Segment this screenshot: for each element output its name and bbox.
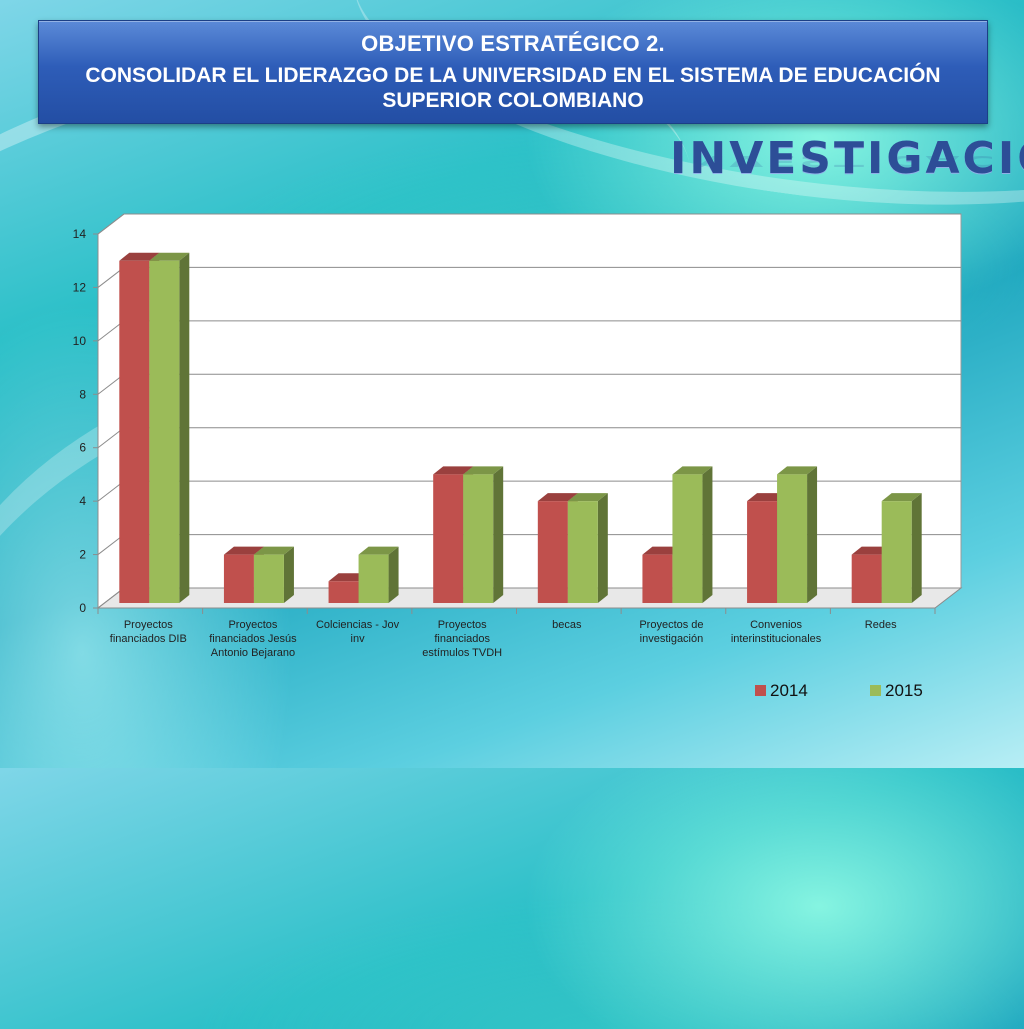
- x-tick-label: Convenios: [750, 619, 802, 631]
- bar-2015-face: [672, 466, 713, 475]
- bar-2015-face: [881, 501, 912, 603]
- bar-2015-face: [567, 501, 598, 603]
- bar-2015-face: [672, 474, 703, 603]
- bar-2014-face: [433, 466, 474, 475]
- bar-2015-face: [463, 474, 494, 603]
- x-tick-label: Proyectos: [228, 619, 277, 631]
- legend-label-2015: 2015: [885, 681, 923, 700]
- bar-2014-face: [119, 260, 150, 603]
- x-tick-label: financiados DIB: [110, 633, 187, 645]
- bar-2015-face: [567, 493, 608, 502]
- banner-heading: OBJETIVO ESTRATÉGICO 2.: [361, 31, 665, 56]
- x-tick-label: investigación: [640, 633, 704, 645]
- x-tick-label: Colciencias - Jov: [316, 619, 400, 631]
- legend-swatch-2014: [755, 685, 766, 696]
- bar-2015-face: [702, 466, 713, 603]
- bar-2015: [358, 546, 399, 603]
- section-title: INVESTIGACIÓN: [670, 133, 1024, 184]
- bar-chart: 0 2 4 6 8 10 12 14 Proyectos financiados DIB Proye…: [73, 213, 963, 700]
- y-tick-label: 8: [79, 387, 86, 401]
- bar-2015: [672, 466, 713, 603]
- bar-2014-face: [433, 474, 464, 603]
- bar-2015-face: [493, 466, 504, 603]
- bar-2014-face: [747, 501, 778, 603]
- bar-2015-face: [149, 252, 190, 261]
- x-tick-label: estímulos TVDH: [422, 647, 502, 659]
- bar-2015-face: [597, 493, 608, 603]
- bar-2015-face: [283, 546, 294, 603]
- y-tick-label: 0: [79, 601, 86, 615]
- bar-2015: [149, 252, 190, 603]
- y-tick-label: 2: [79, 548, 86, 562]
- y-tick-label: 12: [73, 280, 87, 294]
- bar-2015-face: [358, 554, 389, 603]
- bar-2015-face: [179, 252, 190, 603]
- x-tick-label: financiados: [434, 633, 490, 645]
- bar-2015-face: [253, 554, 284, 603]
- x-tick-label: becas: [552, 619, 582, 631]
- y-tick-label: 14: [73, 227, 87, 241]
- bar-2015-face: [149, 260, 180, 603]
- y-tick-label: 6: [79, 441, 86, 455]
- bar-2015-face: [253, 546, 294, 555]
- x-tick-label: Proyectos: [438, 619, 487, 631]
- bar-2015: [463, 466, 504, 603]
- bar-2015-face: [911, 493, 922, 603]
- bar-2014-face: [851, 554, 882, 603]
- bar-2015-face: [777, 466, 818, 475]
- x-tick-label: Proyectos de: [639, 619, 703, 631]
- y-tick-label: 10: [73, 334, 87, 348]
- banner-subheading: CONSOLIDAR EL LIDERAZGO DE LA UNIVERSIDA…: [85, 64, 941, 112]
- plot-area: [97, 213, 962, 610]
- x-tick-label: inv: [351, 633, 366, 645]
- bar-2015-face: [388, 546, 399, 603]
- legend-label-2014: 2014: [770, 681, 808, 700]
- x-tick-label: interinstitucionales: [731, 633, 822, 645]
- bar-2015: [777, 466, 818, 603]
- objective-banner: OBJETIVO ESTRATÉGICO 2. CONSOLIDAR EL LI…: [38, 20, 988, 124]
- bar-2015: [881, 493, 922, 603]
- legend-swatch-2015: [870, 685, 881, 696]
- bar-2014-face: [223, 554, 254, 603]
- bar-2015-face: [807, 466, 818, 603]
- bar-2015-face: [777, 474, 808, 603]
- x-tick-label: Proyectos: [124, 619, 173, 631]
- bar-2015-face: [358, 546, 399, 555]
- bar-2015-face: [881, 493, 922, 502]
- bar-2015-face: [463, 466, 504, 475]
- x-tick-label: financiados Jesús: [209, 633, 297, 645]
- bar-2014-face: [537, 501, 568, 603]
- y-tick-label: 4: [79, 494, 86, 508]
- bar-2014-face: [223, 546, 264, 555]
- bar-2015: [253, 546, 294, 603]
- bar-2014-face: [328, 581, 359, 603]
- bar-2014-face: [642, 554, 673, 603]
- gridline: [97, 213, 961, 235]
- x-tick-label: Redes: [865, 619, 897, 631]
- bar-2015: [567, 493, 608, 603]
- bar-2014-face: [119, 252, 160, 261]
- x-tick-label: Antonio Bejarano: [211, 647, 295, 659]
- bar-2014-face: [537, 493, 578, 502]
